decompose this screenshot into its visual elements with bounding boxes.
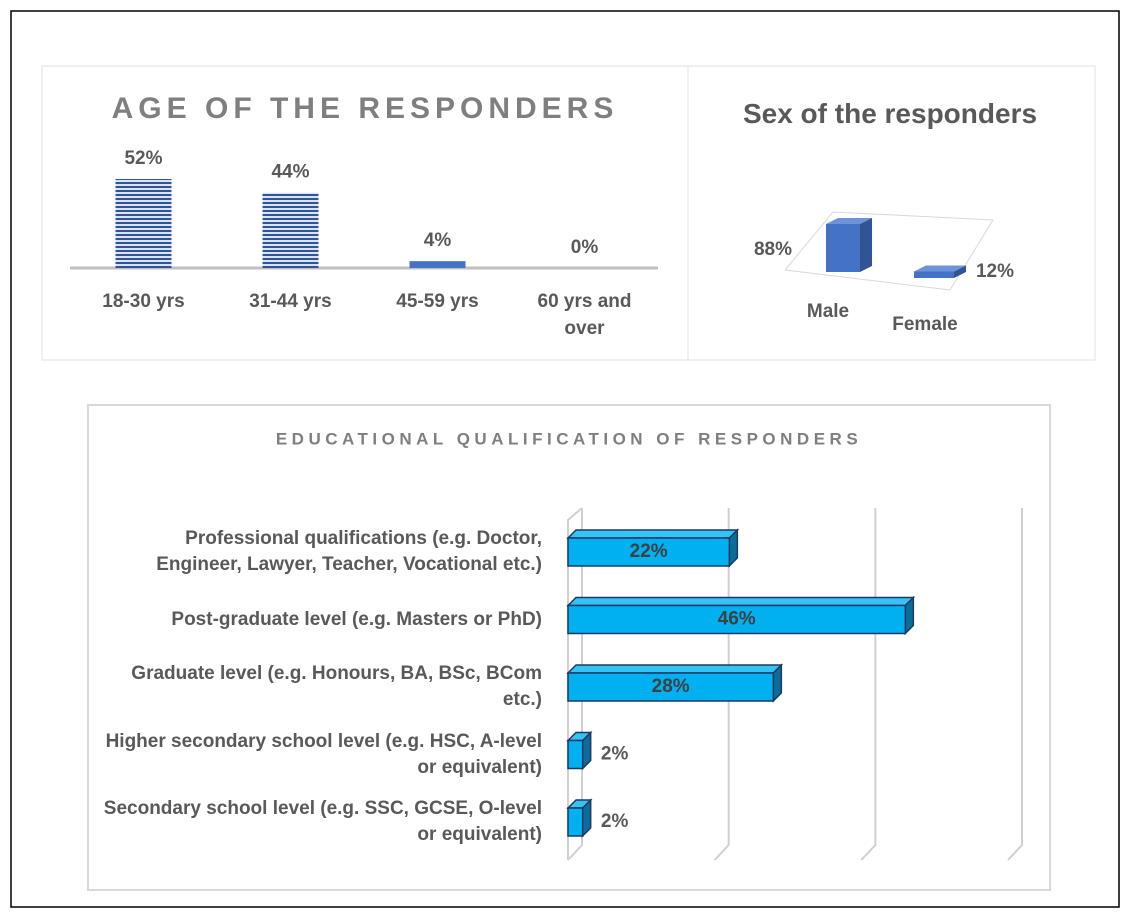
bar-face bbox=[860, 218, 872, 272]
x-tick-label: 45-59 yrs bbox=[396, 291, 479, 312]
bar-face bbox=[914, 265, 966, 272]
chart-title: EDUCATIONAL QUALIFICATION OF RESPONDERS bbox=[276, 429, 862, 448]
bar-face bbox=[826, 224, 860, 272]
y-tick-label: Post-graduate level (e.g. Masters or PhD… bbox=[171, 608, 542, 630]
y-tick-label: Graduate level (e.g. Honours, BA, BSc, B… bbox=[131, 663, 542, 710]
value-label: 28% bbox=[652, 676, 690, 697]
value-label: 0% bbox=[571, 237, 599, 258]
panel bbox=[87, 404, 1051, 891]
bar bbox=[566, 798, 593, 838]
bar bbox=[566, 730, 593, 771]
x-tick-label: Female bbox=[892, 314, 957, 335]
value-label: 52% bbox=[124, 148, 162, 169]
value-label: 12% bbox=[976, 261, 1014, 282]
x-tick-label: Male bbox=[807, 301, 849, 322]
grid-line bbox=[1007, 508, 1023, 861]
y-tick-label: Secondary school level (e.g. SSC, GCSE, … bbox=[103, 798, 542, 845]
chart-title: Sex of the responders bbox=[742, 98, 1038, 129]
bar bbox=[566, 528, 740, 568]
bar-face bbox=[567, 672, 775, 702]
value-label: 46% bbox=[718, 609, 756, 630]
value-label: 22% bbox=[630, 541, 668, 562]
floor bbox=[784, 211, 994, 291]
bar-face bbox=[567, 537, 731, 567]
bar bbox=[566, 595, 916, 636]
bar-face bbox=[826, 218, 872, 224]
bar-face bbox=[914, 271, 954, 278]
x-tick-label: 31-44 yrs bbox=[249, 291, 332, 312]
panel bbox=[687, 65, 1096, 361]
y-tick-label: Professional qualifications (e.g. Doctor… bbox=[156, 528, 542, 575]
bar bbox=[826, 218, 872, 272]
value-label: 2% bbox=[601, 744, 629, 765]
bar-face bbox=[566, 596, 916, 607]
bar-face bbox=[954, 265, 966, 278]
bar-face bbox=[567, 604, 907, 635]
value-label: 44% bbox=[271, 162, 309, 183]
x-tick-label: 60 yrs and over bbox=[537, 291, 632, 339]
x-tick-label: 18-30 yrs bbox=[102, 291, 185, 312]
bar-face bbox=[566, 664, 784, 674]
bar-face bbox=[567, 807, 584, 837]
bar bbox=[262, 192, 319, 268]
bar-face bbox=[566, 529, 740, 539]
value-label: 88% bbox=[754, 239, 792, 260]
bar bbox=[914, 265, 966, 278]
bar-face bbox=[567, 739, 584, 770]
grid-line bbox=[860, 508, 877, 861]
bar bbox=[409, 261, 466, 268]
chart-title: AGE OF THE RESPONDERS bbox=[112, 92, 619, 125]
bar bbox=[115, 179, 172, 268]
y-tick-label: Higher secondary school level (e.g. HSC,… bbox=[105, 730, 542, 778]
value-label: 2% bbox=[601, 811, 629, 832]
page-border bbox=[10, 10, 1120, 908]
bar bbox=[566, 663, 784, 703]
value-label: 4% bbox=[424, 230, 452, 251]
